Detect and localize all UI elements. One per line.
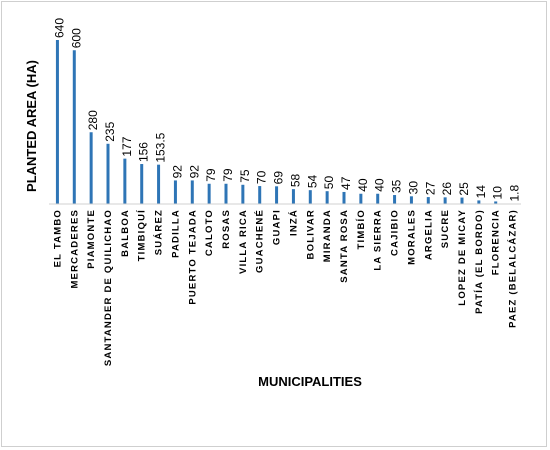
data-label-27: 1.8: [508, 185, 522, 202]
bar-21: [409, 196, 413, 204]
bar-2: [89, 132, 93, 204]
data-label-2: 280: [86, 110, 100, 130]
bar-16: [325, 191, 329, 204]
data-label-21: 30: [406, 181, 420, 195]
data-label-5: 156: [137, 142, 151, 162]
bar-24: [460, 197, 464, 204]
bar-19: [376, 193, 380, 204]
x-tick-label-27: PAEZ (BELALCÁZAR): [508, 209, 519, 328]
bar-23: [443, 197, 447, 204]
data-label-9: 79: [204, 168, 218, 182]
data-label-25: 14: [474, 185, 488, 199]
data-label-10: 79: [221, 168, 235, 182]
bar-1: [72, 50, 76, 204]
data-label-16: 50: [322, 176, 336, 190]
x-tick-labels-group: EL TAMBO MERCADERES PIAMONTE SANTANDER DE Q…: [52, 209, 518, 366]
data-label-17: 47: [339, 176, 353, 190]
bar-3: [106, 143, 110, 204]
bar-5: [140, 164, 144, 204]
x-axis-title: MUNICIPALITIES: [258, 374, 362, 389]
x-tick-label-13: GUAPI: [272, 209, 283, 245]
x-tick-label-10: ROSAS: [221, 209, 232, 249]
bar-20: [393, 195, 397, 204]
x-tick-label-12: GUACHENÉ: [255, 209, 266, 273]
y-axis-title: PLANTED AREA (HA): [24, 60, 39, 192]
x-tick-label-6: SUÁREZ: [154, 209, 165, 255]
x-tick-label-14: INZÁ: [288, 209, 299, 236]
data-label-22: 27: [423, 181, 437, 195]
x-tick-label-0: EL TAMBO: [52, 209, 63, 267]
bar-4: [123, 158, 127, 204]
data-label-7: 92: [170, 165, 184, 179]
x-tick-label-19: LA SIERRA: [373, 209, 384, 271]
x-tick-label-4: BALBOA: [120, 209, 131, 257]
bar-15: [308, 190, 312, 204]
bar-8: [190, 180, 194, 204]
bar-22: [426, 197, 430, 204]
x-tick-label-8: PUERTO TEJADA: [187, 209, 198, 305]
bars-group: [55, 40, 515, 205]
bar-17: [342, 191, 346, 204]
data-label-11: 75: [238, 169, 252, 183]
x-tick-label-23: SUCRE: [440, 209, 451, 248]
bar-0: [55, 40, 59, 204]
bar-11: [241, 184, 245, 204]
x-tick-label-21: MORALES: [406, 209, 417, 265]
bar-26: [494, 201, 498, 204]
data-label-23: 26: [440, 182, 454, 196]
x-tick-label-15: BOLIVAR: [305, 209, 316, 259]
data-label-1: 600: [69, 28, 83, 48]
bar-14: [291, 189, 295, 204]
x-tick-label-25: PATÍA (EL BORDO): [474, 209, 485, 314]
data-label-4: 177: [120, 136, 134, 156]
x-tick-label-9: CALOTO: [204, 209, 215, 256]
bar-10: [224, 183, 228, 204]
x-tick-label-16: MIRANDA: [322, 209, 333, 262]
data-label-20: 35: [390, 179, 404, 193]
x-tick-label-24: LOPEZ DE MICAY: [457, 209, 468, 306]
x-tick-label-1: MERCADERES: [69, 209, 80, 289]
data-label-18: 40: [356, 178, 370, 192]
data-label-6: 153.5: [154, 132, 168, 162]
x-tick-label-26: FLORENCIA: [491, 209, 502, 275]
bar-6: [157, 164, 161, 204]
data-label-14: 58: [288, 173, 302, 187]
data-label-13: 69: [272, 171, 286, 185]
x-tick-label-5: TIMBIQUÍ: [137, 209, 148, 261]
data-label-3: 235: [103, 121, 117, 141]
data-label-19: 40: [373, 178, 387, 192]
x-tick-label-20: CAJIBIO: [390, 209, 401, 256]
bar-13: [275, 186, 279, 204]
x-tick-label-17: SANTA ROSA: [339, 209, 350, 283]
x-tick-label-2: PIAMONTE: [86, 209, 97, 269]
bar-18: [359, 193, 363, 204]
data-label-15: 54: [305, 174, 319, 188]
bar-25: [477, 200, 481, 204]
bar-9: [207, 183, 211, 204]
x-tick-label-7: PADILLA: [170, 209, 181, 258]
bar-7: [173, 180, 177, 204]
data-label-8: 92: [187, 165, 201, 179]
data-label-12: 70: [255, 170, 269, 184]
bar-12: [258, 186, 262, 204]
x-tick-label-18: TIMBÍO: [356, 209, 367, 249]
x-tick-label-3: SANTANDER DE QUILICHAO: [103, 209, 114, 366]
x-tick-label-22: ARGELIA: [423, 209, 434, 260]
data-label-26: 10: [491, 186, 505, 200]
data-label-24: 25: [457, 182, 471, 196]
x-tick-label-11: VILLA RICA: [238, 209, 249, 274]
data-label-0: 640: [52, 18, 66, 38]
